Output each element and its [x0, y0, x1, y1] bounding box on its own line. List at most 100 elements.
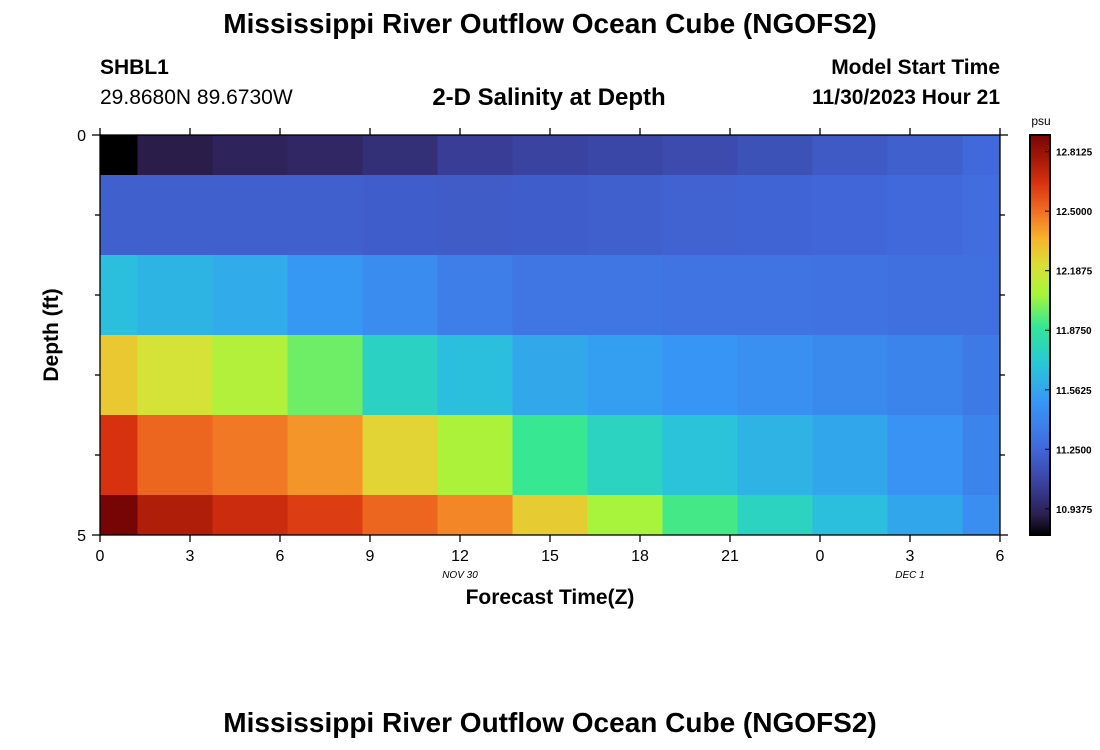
heatmap-cell — [587, 335, 663, 416]
heatmap-cell — [100, 175, 138, 256]
heatmap-cell — [662, 175, 738, 256]
heatmap-cells — [100, 135, 1001, 536]
heatmap-cell — [887, 415, 963, 496]
heatmap-cell — [962, 175, 1001, 256]
model-start-value: 11/30/2023 Hour 21 — [812, 86, 1000, 109]
heatmap-cell — [137, 495, 213, 536]
heatmap-cell — [587, 175, 663, 256]
heatmap-cell — [662, 135, 738, 176]
heatmap-cell — [962, 495, 1001, 536]
heatmap-cell — [100, 135, 138, 176]
heatmap-cell — [287, 135, 363, 176]
heatmap-cell — [812, 495, 888, 536]
heatmap-cell — [512, 175, 588, 256]
heatmap-cell — [812, 135, 888, 176]
heatmap-cell — [362, 415, 438, 496]
heatmap-cell — [887, 175, 963, 256]
heatmap-cell — [512, 335, 588, 416]
heatmap-cell — [662, 255, 738, 336]
colorbar-tick-label: 12.8125 — [1056, 148, 1093, 159]
x-date-label: DEC 1 — [895, 570, 924, 581]
heatmap-cell — [100, 255, 138, 336]
heatmap-cell — [437, 495, 513, 536]
heatmap-cell — [737, 335, 813, 416]
heatmap-cell — [587, 255, 663, 336]
heatmap-cell — [662, 495, 738, 536]
x-tick-label: 3 — [906, 548, 915, 565]
x-tick-label: 0 — [96, 548, 105, 565]
heatmap-cell — [887, 335, 963, 416]
x-tick-label: 12 — [451, 548, 469, 565]
heatmap-cell — [887, 495, 963, 536]
x-tick-label: 15 — [541, 548, 559, 565]
heatmap-cell — [812, 255, 888, 336]
heatmap-cell — [362, 175, 438, 256]
heatmap-cell — [962, 415, 1001, 496]
heatmap-cell — [137, 255, 213, 336]
heatmap-cell — [212, 255, 288, 336]
x-axis: 0 3 6 9 12 15 18 21 0 3 6 NOV 30 DEC 1 — [96, 128, 1005, 581]
heatmap-cell — [587, 415, 663, 496]
heatmap-cell — [437, 255, 513, 336]
footer-title: Mississippi River Outflow Ocean Cube (NG… — [223, 707, 877, 738]
x-tick-label: 6 — [996, 548, 1005, 565]
heatmap-cell — [737, 415, 813, 496]
heatmap-cell — [512, 255, 588, 336]
heatmap-cell — [287, 175, 363, 256]
heatmap-cell — [362, 495, 438, 536]
heatmap-cell — [137, 135, 213, 176]
heatmap-cell — [587, 495, 663, 536]
heatmap-cell — [437, 135, 513, 176]
heatmap-cell — [100, 415, 138, 496]
heatmap-cell — [662, 335, 738, 416]
heatmap-cell — [212, 135, 288, 176]
heatmap-cell — [287, 255, 363, 336]
colorbar-tick-label: 11.8750 — [1056, 326, 1092, 337]
heatmap-cell — [812, 335, 888, 416]
heatmap-cell — [812, 175, 888, 256]
heatmap-cell — [437, 175, 513, 256]
heatmap-cell — [512, 495, 588, 536]
x-tick-label: 3 — [186, 548, 195, 565]
colorbar-ticks: 12.8125 12.5000 12.1875 11.8750 11.5625 11.25… — [1045, 148, 1093, 516]
x-tick-label: 18 — [631, 548, 649, 565]
y-axis: 05 — [77, 128, 1008, 545]
heatmap-cell — [512, 135, 588, 176]
heatmap-cell — [737, 495, 813, 536]
x-tick-label: 21 — [721, 548, 739, 565]
heatmap-cell — [137, 415, 213, 496]
colorbar-tick-label: 12.1875 — [1056, 267, 1093, 278]
heatmap-cell — [962, 255, 1001, 336]
heatmap-cell — [362, 255, 438, 336]
heatmap-cell — [212, 495, 288, 536]
chart-subtitle: 2-D Salinity at Depth — [432, 84, 666, 111]
x-date-label: NOV 30 — [442, 570, 478, 581]
colorbar-tick-label: 11.2500 — [1056, 445, 1092, 456]
heatmap-cell — [812, 415, 888, 496]
heatmap-cell — [137, 335, 213, 416]
heatmap-cell — [287, 495, 363, 536]
colorbar-unit: psu — [1031, 114, 1050, 128]
heatmap-cell — [962, 335, 1001, 416]
heatmap-cell — [512, 415, 588, 496]
colorbar-tick-label: 10.9375 — [1056, 505, 1093, 516]
chart-title: Mississippi River Outflow Ocean Cube (NG… — [223, 8, 877, 39]
heatmap-cell — [100, 495, 138, 536]
x-tick-label: 9 — [366, 548, 375, 565]
heatmap-cell — [212, 175, 288, 256]
colorbar-scale — [1029, 134, 1051, 536]
heatmap-cell — [100, 335, 138, 416]
heatmap-cell — [587, 135, 663, 176]
model-start-label: Model Start Time — [831, 56, 1000, 79]
heatmap-cell — [887, 255, 963, 336]
y-axis-label: Depth (ft) — [40, 288, 63, 381]
station-coordinates: 29.8680N 89.6730W — [100, 86, 293, 109]
y-tick-label: 0 — [77, 128, 86, 145]
colorbar-tick-label: 11.5625 — [1056, 386, 1092, 397]
heatmap-cell — [962, 135, 1001, 176]
heatmap-cell — [362, 335, 438, 416]
heatmap-cell — [437, 335, 513, 416]
heatmap-cell — [287, 335, 363, 416]
heatmap-cell — [737, 135, 813, 176]
